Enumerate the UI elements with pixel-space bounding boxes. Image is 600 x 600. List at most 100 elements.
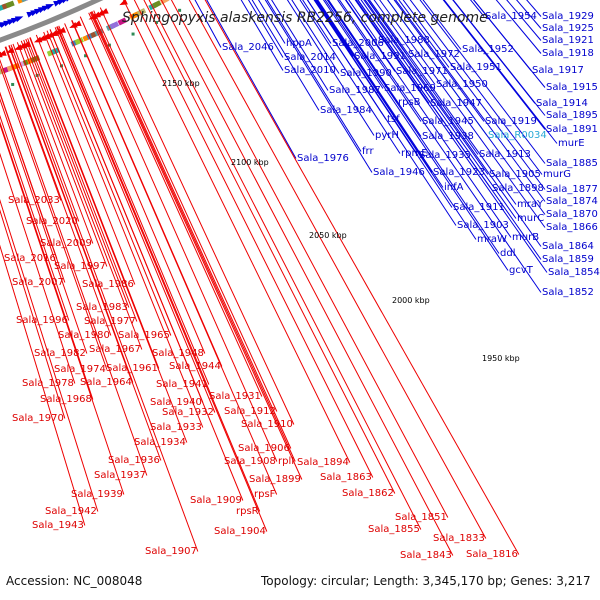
gene-label[interactable]: Sala_1843: [400, 550, 452, 561]
gene-label[interactable]: Sala_1940: [150, 397, 202, 408]
gene-label[interactable]: Sala_1918: [542, 48, 594, 59]
gene-label[interactable]: Sala_1904: [214, 526, 266, 537]
gene-label[interactable]: Sala_1855: [368, 524, 420, 535]
gene-label[interactable]: Sala_1870: [546, 209, 598, 220]
gene-label[interactable]: Sala_1937: [94, 470, 146, 481]
gene-label[interactable]: Sala_1923: [433, 167, 485, 178]
gene-label[interactable]: Sala_1965: [118, 330, 170, 341]
gene-label[interactable]: ddl: [500, 248, 515, 259]
gene-label[interactable]: Sala_1952: [462, 44, 514, 55]
gene-label[interactable]: Sala_1899: [249, 474, 301, 485]
gene-label[interactable]: Sala_1864: [542, 241, 594, 252]
gene-label[interactable]: Sala_1961: [106, 363, 158, 374]
gene-label[interactable]: Sala_1925: [542, 23, 594, 34]
gene-label[interactable]: Sala_1990: [340, 68, 392, 79]
gene-label[interactable]: Sala_2033: [8, 195, 60, 206]
gene-label[interactable]: Sala_1934: [134, 437, 186, 448]
gene-label[interactable]: Sala_1978: [22, 378, 74, 389]
gene-label[interactable]: Sala_2020: [26, 216, 78, 227]
gene-label[interactable]: Sala_1816: [466, 549, 518, 560]
gene-label[interactable]: murB: [512, 232, 539, 243]
gene-label[interactable]: mraY: [517, 199, 544, 210]
gene-label[interactable]: Sala_1885: [546, 158, 598, 169]
gene-label[interactable]: Sala_1942: [45, 506, 97, 517]
gene-label[interactable]: Sala_1932: [162, 407, 214, 418]
gene-label[interactable]: Sala_1877: [546, 184, 598, 195]
gene-label[interactable]: Sala_1974: [54, 364, 106, 375]
gene-label[interactable]: Sala_1895: [546, 110, 598, 121]
gene-label[interactable]: Sala_1943: [32, 520, 84, 531]
gene-label[interactable]: Sala_1908: [224, 456, 276, 467]
gene-label[interactable]: Sala_1967: [89, 344, 141, 355]
gene-label[interactable]: Sala_1859: [542, 254, 594, 265]
gene-label[interactable]: Sala_2010: [284, 65, 336, 76]
gene-label[interactable]: Sala_1983: [76, 302, 128, 313]
gene-label[interactable]: Sala_1910: [241, 419, 293, 430]
gene-label[interactable]: Sala_1931: [209, 391, 261, 402]
gene-label[interactable]: rpmE: [401, 148, 428, 159]
gene-label[interactable]: Sala_2016: [4, 253, 56, 264]
gene-label[interactable]: Sala_1972: [408, 49, 460, 60]
gene-label[interactable]: Sala_1946: [373, 167, 425, 178]
gene-label[interactable]: Sala_1833: [433, 533, 485, 544]
gene-label[interactable]: Sala_1982: [34, 348, 86, 359]
gene-label[interactable]: gcvT: [509, 265, 534, 276]
gene-label[interactable]: Sala_1944: [169, 361, 221, 372]
gene-label[interactable]: Sala_1905: [489, 169, 541, 180]
gene-label[interactable]: Sala_1911: [453, 202, 505, 213]
gene-label[interactable]: Sala_1984: [320, 105, 372, 116]
gene-label[interactable]: Sala_1854: [548, 267, 600, 278]
gene-label-highlighted[interactable]: Sala_R0034: [488, 130, 547, 141]
gene-label[interactable]: Sala_1914: [536, 98, 588, 109]
gene-label[interactable]: Sala_1921: [542, 35, 594, 46]
gene-label[interactable]: Sala_1976: [297, 153, 349, 164]
gene-label[interactable]: Sala_1968: [40, 394, 92, 405]
gene-label[interactable]: Sala_1891: [546, 124, 598, 135]
gene-label[interactable]: Sala_1912: [224, 406, 276, 417]
gene-label[interactable]: Sala_1986: [82, 279, 134, 290]
gene-label[interactable]: Sala_1851: [395, 512, 447, 523]
gene-label[interactable]: Sala_1964: [80, 377, 132, 388]
gene-label[interactable]: Sala_1988: [378, 35, 430, 46]
gene-label[interactable]: Sala_1862: [342, 488, 394, 499]
gene-label[interactable]: Sala_1917: [532, 65, 584, 76]
gene-label[interactable]: Sala_1945: [422, 116, 474, 127]
gene-label[interactable]: Sala_1898: [492, 183, 544, 194]
gene-label[interactable]: Sala_1894: [297, 457, 349, 468]
gene-label[interactable]: murC: [517, 213, 544, 224]
gene-label[interactable]: Sala_1996: [16, 315, 68, 326]
gene-label[interactable]: Sala_1977: [84, 316, 136, 327]
gene-label[interactable]: Sala_1971: [396, 66, 448, 77]
gene-label[interactable]: Sala_1987: [329, 85, 381, 96]
gene-label[interactable]: Sala_1933: [150, 422, 202, 433]
gene-label[interactable]: Sala_1997: [54, 261, 106, 272]
gene-label[interactable]: rpsF: [254, 489, 276, 500]
gene-label[interactable]: Sala_1919: [485, 116, 537, 127]
gene-label[interactable]: Sala_1980: [58, 330, 110, 341]
gene-label[interactable]: frr: [362, 146, 374, 157]
gene-label[interactable]: rpsB: [398, 97, 421, 108]
gene-label[interactable]: Sala_1948: [152, 348, 204, 359]
gene-label[interactable]: Sala_1915: [546, 82, 598, 93]
gene-label[interactable]: Sala_1969: [384, 83, 436, 94]
gene-label[interactable]: pyrH: [375, 130, 399, 141]
gene-label[interactable]: Sala_1907: [145, 546, 197, 557]
gene-label[interactable]: infA: [444, 182, 464, 193]
gene-label[interactable]: tsf: [387, 114, 400, 125]
gene-label[interactable]: Sala_1941: [156, 379, 208, 390]
gene-label[interactable]: Sala_1866: [546, 222, 598, 233]
gene-label[interactable]: Sala_2014: [284, 52, 336, 63]
gene-label[interactable]: Sala_1913: [479, 149, 531, 160]
gene-label[interactable]: Sala_2007: [12, 277, 64, 288]
gene-label[interactable]: Sala_1874: [546, 196, 598, 207]
gene-label[interactable]: Sala_1935: [419, 150, 471, 161]
gene-label[interactable]: Sala_1936: [108, 455, 160, 466]
gene-label[interactable]: Sala_1929: [542, 11, 594, 22]
gene-label[interactable]: Sala_1939: [71, 489, 123, 500]
gene-label[interactable]: Sala_1938: [422, 131, 474, 142]
gene-label[interactable]: Sala_2046: [222, 42, 274, 53]
gene-label[interactable]: Sala_1903: [457, 220, 509, 231]
gene-label[interactable]: hppA: [286, 38, 312, 49]
gene-label[interactable]: Sala_1954: [485, 11, 537, 22]
gene-label[interactable]: murG: [543, 169, 571, 180]
